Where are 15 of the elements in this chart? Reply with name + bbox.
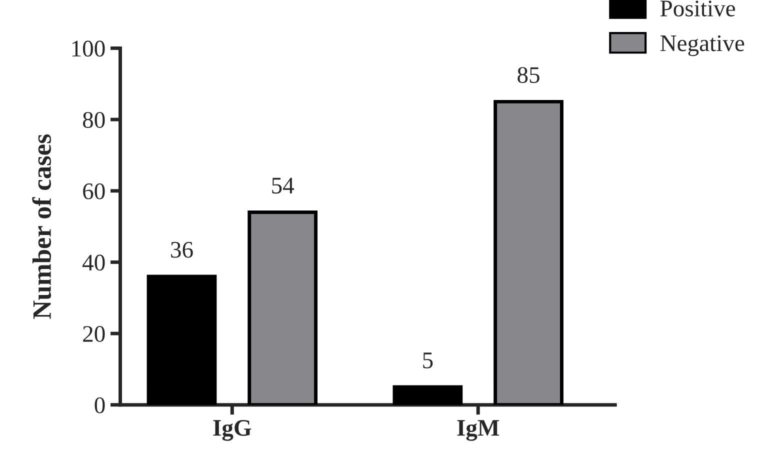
data-label: 54 [272,178,294,194]
x-tick-label: IgG [213,420,252,441]
y-tick-label: 40 [82,254,105,271]
data-label: 85 [518,67,540,84]
y-tick-label: 0 [94,397,105,414]
legend-label: Positive [660,0,736,16]
data-label: 36 [171,242,193,258]
y-tick-label: 60 [83,183,105,200]
legend-label: Negative [660,35,744,56]
x-tick-label: IgM [457,420,500,441]
data-label: 5 [423,352,433,368]
y-tick-label: 100 [72,40,105,57]
y-axis-title: Number of cases [32,134,52,319]
y-tick-label: 20 [83,326,105,342]
y-tick-label: 80 [82,112,105,128]
